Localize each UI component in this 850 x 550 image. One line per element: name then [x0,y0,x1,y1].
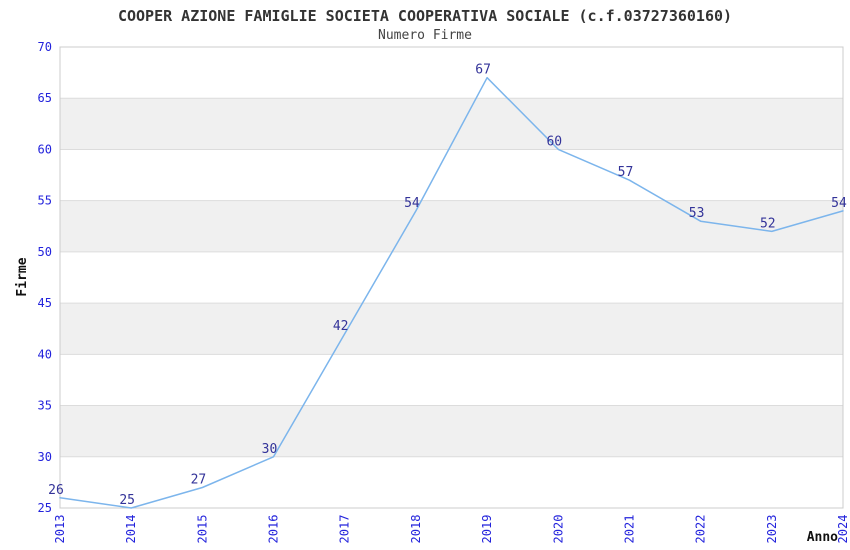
y-tick-label: 65 [38,91,52,105]
x-tick-label: 2014 [124,515,138,544]
plot-border [59,46,844,509]
y-tick-label: 40 [38,347,52,361]
y-tick-label: 30 [38,450,52,464]
data-label: 54 [404,196,420,211]
data-label: 57 [618,165,634,180]
y-tick-label: 70 [38,40,52,54]
x-axis-tick-labels: 2013 2014 2015 2016 2017 2018 2019 2020 2021 2022… [53,515,850,544]
data-label: 42 [333,319,349,334]
data-label: 53 [689,206,705,221]
data-label: 27 [191,473,207,488]
x-tick-label: 2019 [480,515,494,544]
y-tick-label: 25 [38,501,52,515]
y-tick-label: 35 [38,399,52,413]
y-axis-title: Firme [15,257,30,296]
chart-subtitle: Numero Firme [378,28,472,43]
data-labels: 26 25 27 30 42 54 67 60 57 53 52 54 [48,63,847,508]
x-tick-label: 2017 [338,515,352,544]
data-label: 67 [475,63,491,78]
data-label: 60 [546,134,562,149]
y-axis-tick-labels: 25 30 35 40 45 50 55 60 65 70 [38,40,52,515]
series-line [59,76,844,509]
data-label: 30 [262,442,278,457]
data-label: 52 [760,216,776,231]
gridlines [60,97,843,458]
x-tick-label: 2022 [694,515,708,544]
y-tick-label: 45 [38,296,52,310]
data-label: 25 [119,493,135,508]
y-tick-label: 55 [38,194,52,208]
plot-bands [60,98,843,457]
x-tick-label: 2021 [623,515,637,544]
x-tick-label: 2018 [409,515,423,544]
plot-band [60,405,843,457]
data-label: 54 [831,196,847,211]
x-tick-label: 2013 [53,515,67,544]
x-tick-label: 2023 [765,515,779,544]
y-tick-label: 60 [38,142,52,156]
data-label: 26 [48,483,64,498]
x-tick-label: 2024 [836,515,850,544]
x-tick-label: 2016 [267,515,281,544]
x-tick-label: 2015 [195,515,209,544]
plot-band [60,98,843,150]
chart-title: COOPER AZIONE FAMIGLIE SOCIETA COOPERATI… [117,7,733,25]
plot-band [60,200,843,252]
y-tick-label: 50 [38,245,52,259]
x-axis-title: Anno [807,530,838,545]
plot-band [60,303,843,355]
x-tick-label: 2020 [551,515,565,544]
